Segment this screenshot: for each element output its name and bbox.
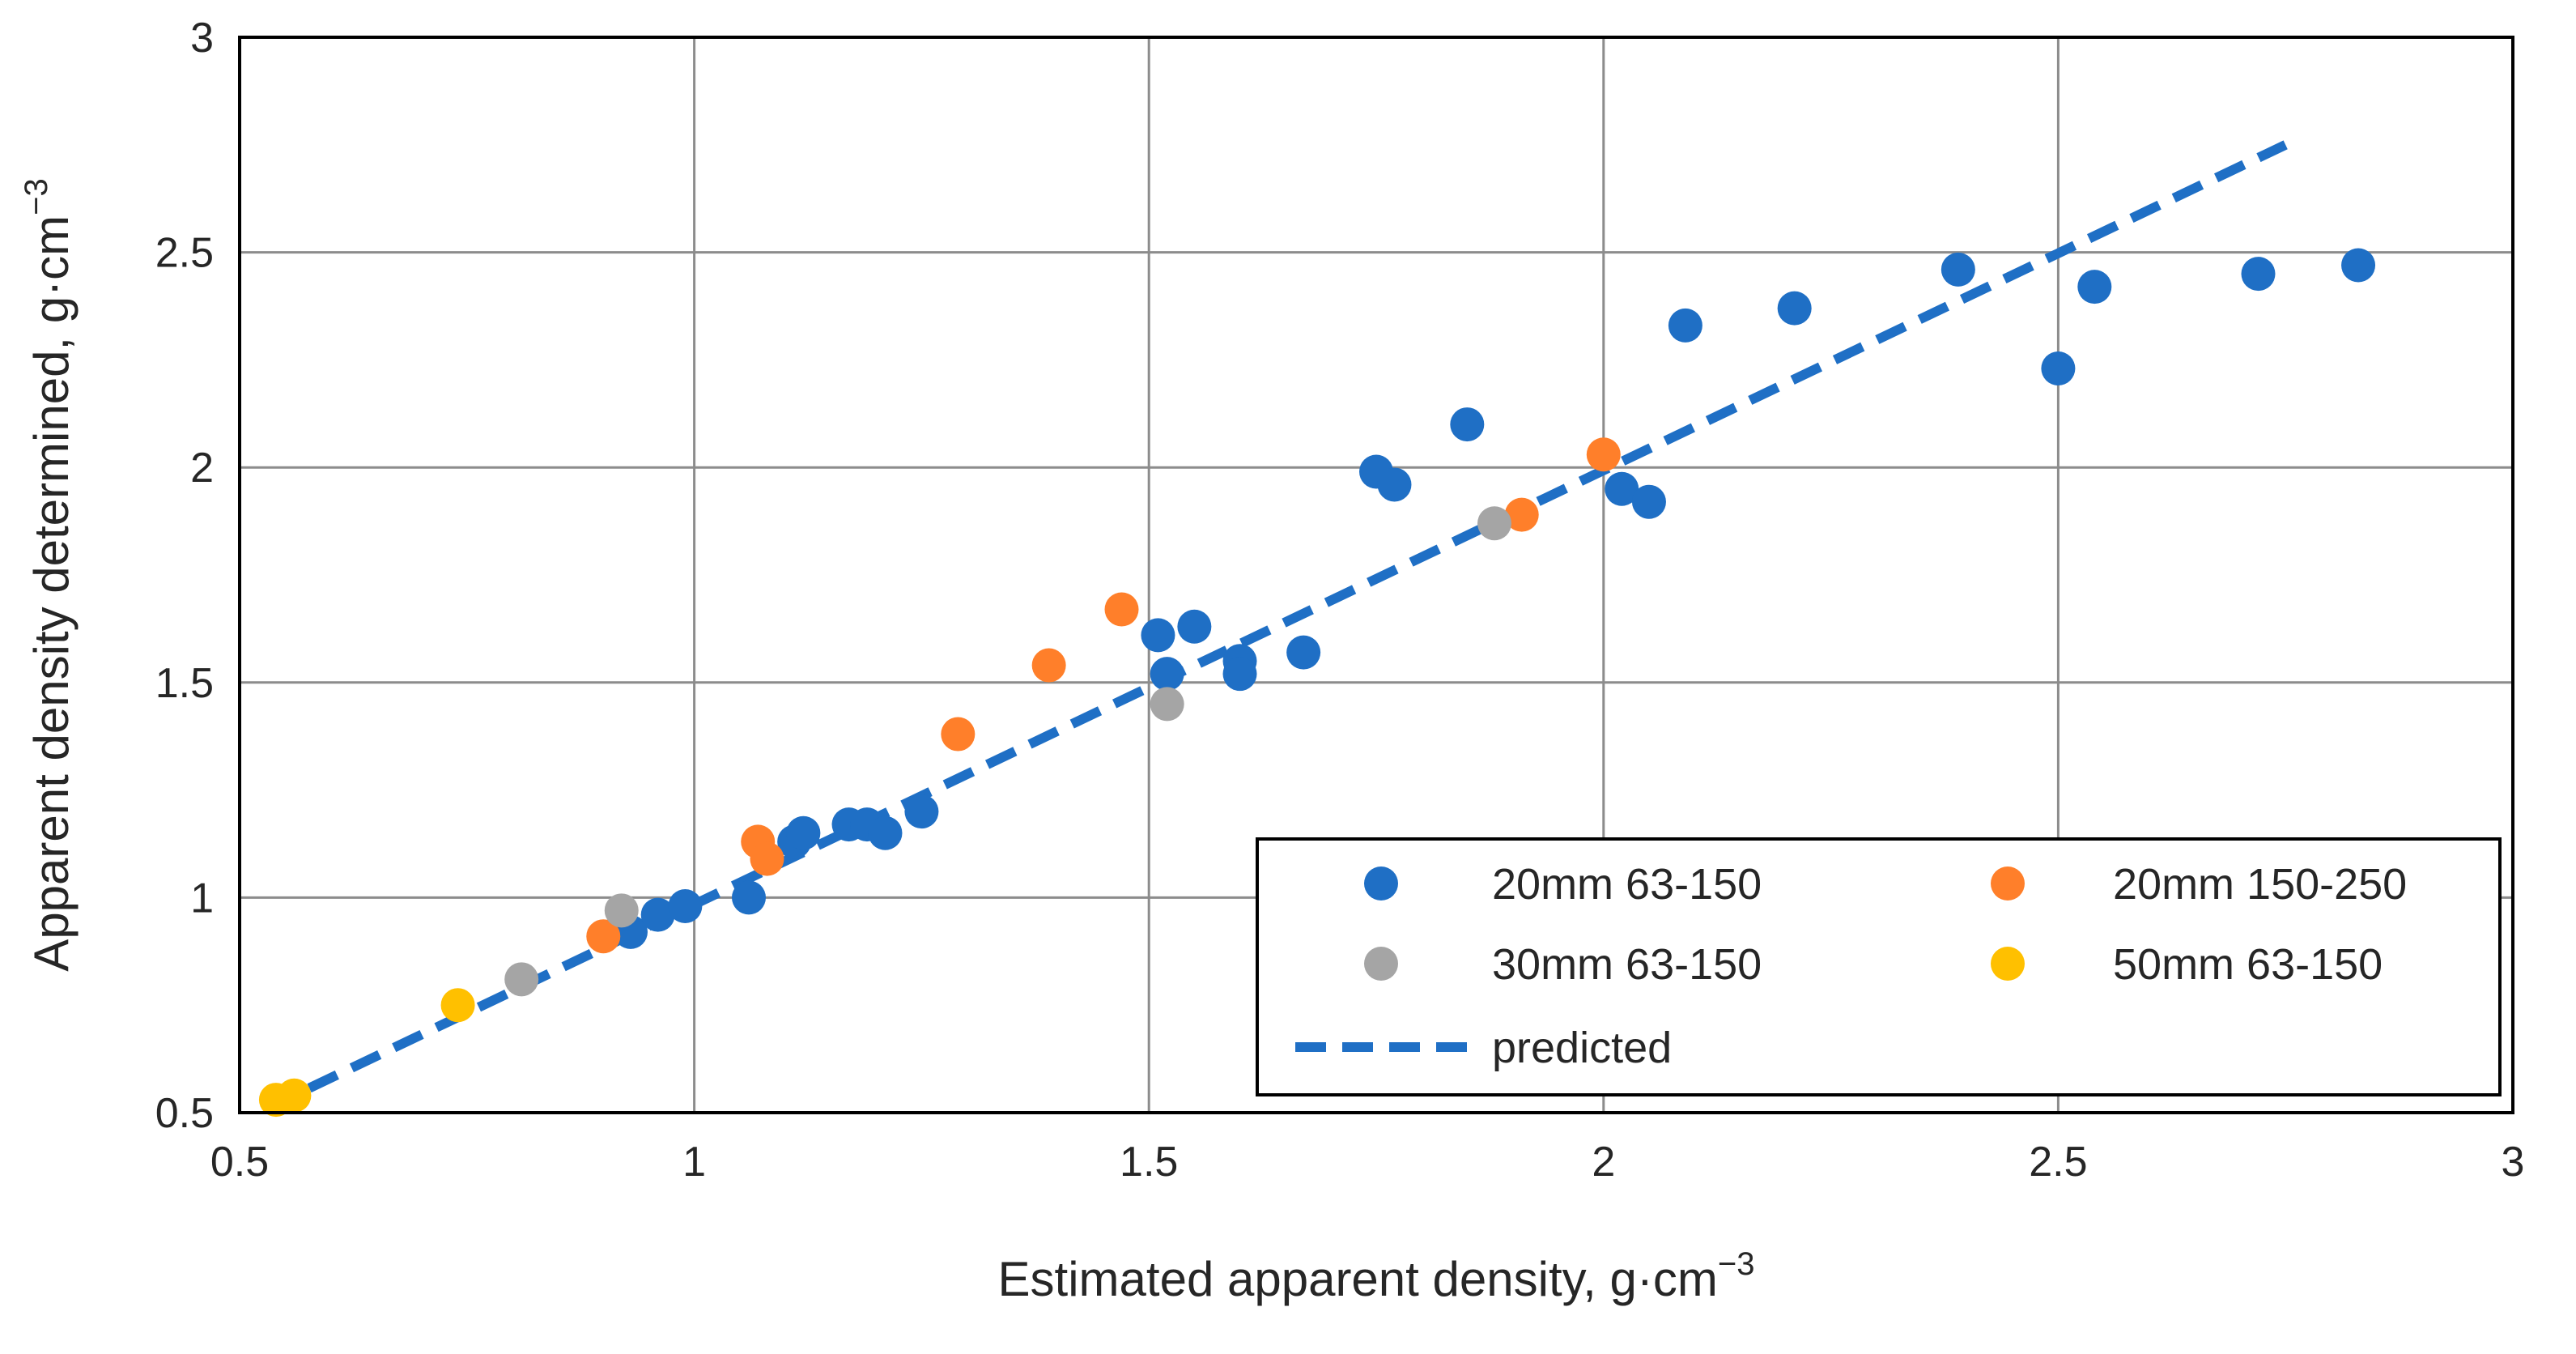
legend-marker-20mm-63-150 [1364, 866, 1398, 901]
data-point-20mm-150-250 [1504, 497, 1539, 532]
legend-marker-20mm-150-250 [1991, 866, 2025, 901]
data-point-20mm-150-250 [586, 919, 621, 954]
data-point-20mm-63-150 [1668, 308, 1702, 343]
plot-area-border [238, 36, 2514, 1114]
legend-marker-30mm-63-150 [1364, 947, 1398, 981]
data-points [258, 248, 2376, 1118]
y-tick-label: 2 [190, 445, 214, 492]
legend-label-20mm-63-150: 20mm 63-150 [1492, 860, 1762, 909]
y-tick-label: 3 [190, 15, 214, 62]
x-tick-label: 2.5 [2029, 1139, 2087, 1186]
data-point-20mm-63-150 [1141, 618, 1175, 653]
legend-label-30mm-63-150: 30mm 63-150 [1492, 940, 1762, 989]
data-point-20mm-63-150 [786, 815, 821, 850]
data-point-20mm-63-150 [1777, 291, 1812, 326]
data-point-20mm-150-250 [1031, 648, 1066, 683]
legend: 20mm 63-150 20mm 150-250 30mm 63-150 50mm 6… [1256, 837, 2502, 1096]
data-point-20mm-63-150 [2041, 351, 2076, 386]
y-tick-label: 2.5 [155, 230, 214, 277]
x-tick-label: 0.5 [210, 1139, 269, 1186]
y-tick-label: 1.5 [155, 660, 214, 707]
y-tick-label: 0.5 [155, 1090, 214, 1137]
x-tick-label: 1 [682, 1139, 706, 1186]
x-axis-title: Estimated apparent density, g·cm−3 [998, 1246, 1755, 1306]
legend-label-20mm-150-250: 20mm 150-250 [2113, 860, 2407, 909]
y-tick-label: 1 [190, 875, 214, 922]
data-point-20mm-150-250 [1104, 592, 1139, 627]
data-point-30mm-63-150 [1150, 687, 1184, 722]
data-point-20mm-63-150 [2077, 270, 2112, 304]
legend-marker-50mm-63-150 [1991, 947, 2025, 981]
y-axis-title-text: Apparent density determined, g·cm [24, 215, 79, 972]
y-axis-title: Apparent density determined, g·cm−3 [19, 178, 79, 971]
data-point-20mm-63-150 [1177, 609, 1212, 644]
data-point-30mm-63-150 [504, 962, 539, 997]
data-point-20mm-150-250 [1586, 437, 1621, 472]
data-point-20mm-63-150 [1631, 484, 1666, 519]
data-point-20mm-150-250 [941, 717, 976, 752]
data-point-20mm-63-150 [731, 880, 766, 915]
data-point-20mm-150-250 [750, 841, 784, 876]
data-point-20mm-63-150 [868, 815, 903, 850]
x-tick-label: 2 [1592, 1139, 1615, 1186]
data-point-50mm-63-150 [277, 1078, 312, 1113]
data-point-50mm-63-150 [440, 988, 475, 1023]
data-point-20mm-63-150 [1605, 471, 1639, 506]
x-tick-label: 1.5 [1120, 1139, 1178, 1186]
data-point-20mm-63-150 [668, 889, 703, 924]
data-point-20mm-63-150 [640, 897, 675, 932]
data-point-20mm-63-150 [1286, 635, 1321, 670]
data-point-20mm-63-150 [1222, 657, 1257, 692]
data-point-20mm-63-150 [1150, 657, 1184, 692]
x-axis-title-exponent: −3 [1718, 1246, 1755, 1282]
data-point-20mm-63-150 [1941, 252, 1975, 287]
data-point-20mm-63-150 [2341, 248, 2376, 283]
legend-box [1256, 837, 2502, 1096]
data-point-20mm-63-150 [904, 794, 939, 829]
tick-labels: 0.5 1 1.5 2 2.5 3 0.5 1 1.5 2 2.5 3 [155, 15, 2525, 1186]
data-point-30mm-63-150 [604, 893, 639, 928]
data-point-20mm-63-150 [2241, 257, 2276, 292]
y-axis-title-exponent: −3 [19, 178, 54, 215]
data-point-20mm-63-150 [1377, 467, 1412, 502]
data-point-30mm-63-150 [1477, 506, 1512, 541]
x-tick-label: 3 [2502, 1139, 2525, 1186]
x-axis-title-text: Estimated apparent density, g·cm [998, 1252, 1718, 1306]
legend-label-50mm-63-150: 50mm 63-150 [2113, 940, 2383, 989]
legend-items: 20mm 63-150 20mm 150-250 30mm 63-150 50mm 6… [1295, 860, 2407, 1072]
legend-label-predicted: predicted [1492, 1024, 1672, 1072]
data-point-20mm-63-150 [1450, 407, 1485, 442]
